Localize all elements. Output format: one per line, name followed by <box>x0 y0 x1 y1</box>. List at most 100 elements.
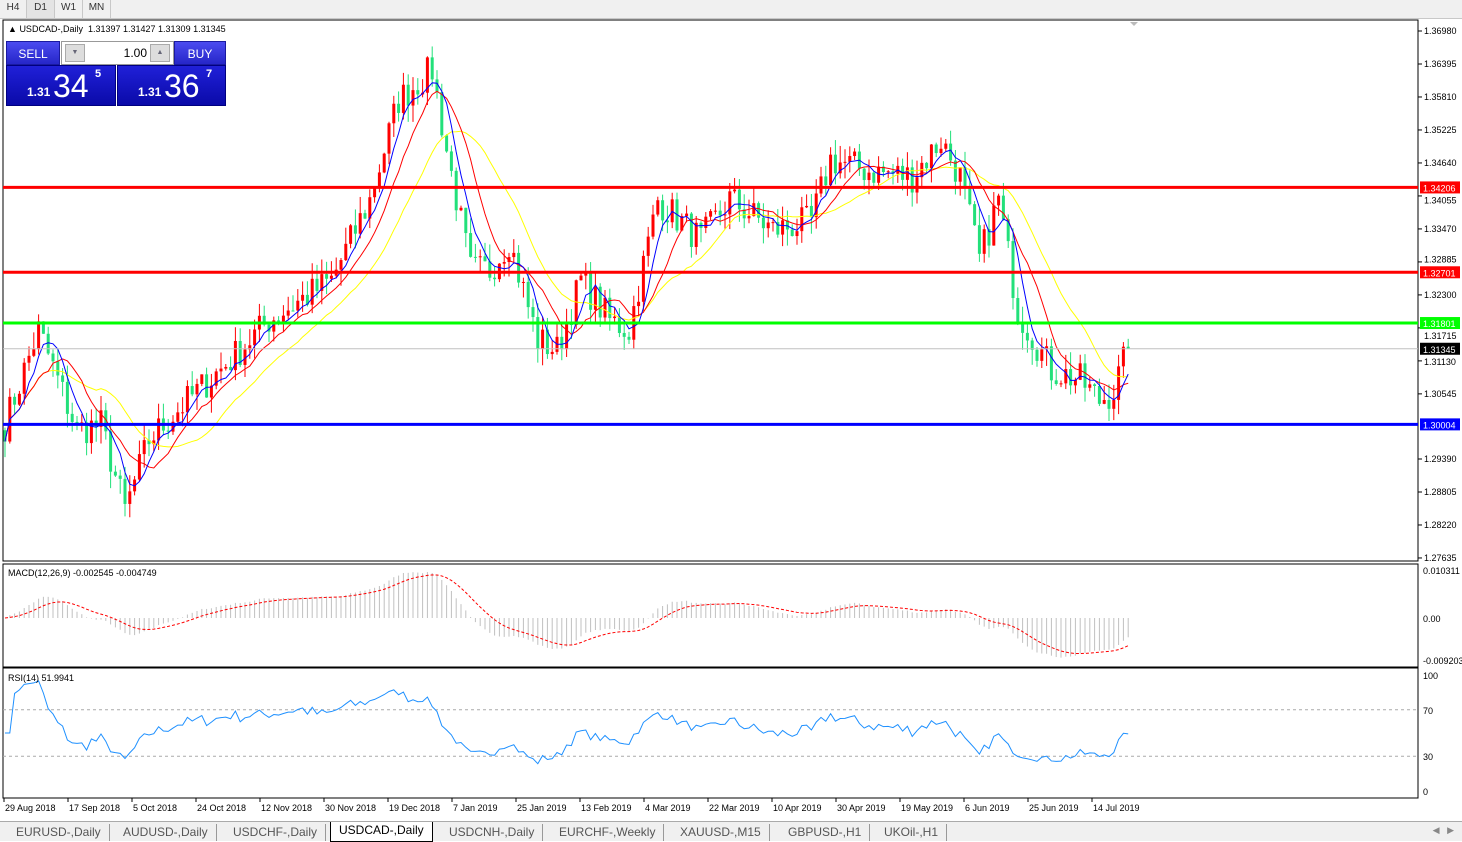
candle-body <box>867 172 871 181</box>
candle-body <box>262 315 266 325</box>
chart-window[interactable]: 1.36980 1.36395 1.35810 1.35225 1.34640 1.340… <box>0 19 1462 821</box>
candle-body <box>1006 219 1010 242</box>
lot-value[interactable]: 1.00 <box>123 46 147 60</box>
candle-body <box>627 336 631 340</box>
collapse-triangle-icon[interactable]: ▲ <box>8 24 17 34</box>
tab-usdcad[interactable]: USDCAD-,Daily <box>330 822 433 842</box>
ohlc-values: 1.31397 1.31427 1.31309 1.31345 <box>87 24 226 34</box>
level-price-tag <box>1420 418 1460 431</box>
candle-body <box>454 170 458 211</box>
candle-body <box>766 222 770 229</box>
candle-body <box>728 191 732 215</box>
tab-gbpusd[interactable]: GBPUSD-,H1 <box>780 824 871 841</box>
candle-body <box>603 297 607 318</box>
price-axis-label: 1.34055 <box>1424 195 1457 205</box>
candle-body <box>531 307 535 318</box>
ma-fast-line <box>4 82 1129 487</box>
price-axis-label: 1.32885 <box>1424 254 1457 264</box>
candle-body <box>195 383 199 395</box>
candle-body <box>608 297 612 319</box>
timeframe-w1[interactable]: W1 <box>55 0 83 18</box>
tab-xauusd[interactable]: XAUUSD-,M15 <box>672 824 770 841</box>
candle-body <box>1035 349 1039 361</box>
price-axis-label: 1.31130 <box>1424 357 1456 367</box>
chart-canvas[interactable]: 1.36980 1.36395 1.35810 1.35225 1.34640 1.340… <box>0 19 1462 821</box>
candle-body <box>473 256 477 258</box>
candle-body <box>85 422 89 444</box>
date-axis-label: 12 Nov 2018 <box>261 803 312 813</box>
candle-body <box>219 368 223 372</box>
buy-price[interactable]: 1.31 36 7 <box>117 65 226 106</box>
candle-body <box>1073 379 1077 386</box>
tab-usdchf[interactable]: USDCHF-,Daily <box>225 824 326 841</box>
candle-body <box>363 213 367 219</box>
sell-button[interactable]: SELL <box>6 41 60 65</box>
candle-body <box>824 176 828 186</box>
candle-body <box>99 410 103 427</box>
candle-body <box>493 277 497 280</box>
candle-body <box>65 381 69 414</box>
candle-body <box>574 280 578 326</box>
price-axis-label: 1.32300 <box>1424 290 1457 300</box>
candle-body <box>661 200 665 221</box>
candle-body <box>929 144 933 169</box>
candle-body <box>742 209 746 219</box>
candle-body <box>464 207 468 234</box>
candle-body <box>622 332 626 337</box>
macd-title: MACD(12,26,9) -0.002545 -0.004749 <box>8 568 157 578</box>
candle-body <box>425 57 429 93</box>
tab-ukoil[interactable]: UKOil-,H1 <box>876 824 948 841</box>
buy-button[interactable]: BUY <box>174 41 226 65</box>
candle-body <box>373 188 377 198</box>
candle-body <box>502 262 506 264</box>
buy-price-prefix: 1.31 <box>138 85 162 99</box>
candle-body <box>401 84 405 113</box>
lot-size-input[interactable]: ▼ 1.00 ▲ <box>61 41 174 65</box>
candle-body <box>1102 399 1106 404</box>
candle-body <box>973 204 977 226</box>
one-click-trading-panel: SELL ▼ 1.00 ▲ BUY 1.31 34 5 1.31 36 7 <box>6 41 226 106</box>
candle-body <box>459 207 463 211</box>
candle-body <box>22 362 26 394</box>
current-price-label: 1.31345 <box>1423 345 1456 355</box>
candle-body <box>877 166 881 183</box>
date-axis-label: 6 Jun 2019 <box>965 803 1010 813</box>
lot-increase-icon[interactable]: ▲ <box>150 44 170 62</box>
level-price-label: 1.34206 <box>1423 183 1456 193</box>
candle-body <box>185 386 189 413</box>
candle-body <box>617 316 621 333</box>
candle-body <box>281 315 285 322</box>
candle-body <box>171 421 175 432</box>
date-axis-label: 4 Mar 2019 <box>645 803 691 813</box>
current-price-tag <box>1420 342 1460 355</box>
candle-body <box>829 154 833 186</box>
candle-body <box>483 256 487 262</box>
timeframe-mn[interactable]: MN <box>83 0 111 18</box>
price-axis-label: 1.31715 <box>1424 331 1457 341</box>
tab-usdcnh[interactable]: USDCNH-,Daily <box>441 824 544 841</box>
candle-body <box>944 143 948 149</box>
candle-body <box>205 374 209 398</box>
timeframe-h4[interactable]: H4 <box>0 0 27 18</box>
level-price-tag <box>1420 266 1460 279</box>
sell-price[interactable]: 1.31 34 5 <box>6 65 116 106</box>
price-axis-label: 1.33470 <box>1424 224 1457 234</box>
candle-body <box>891 171 895 174</box>
candle-body <box>1126 346 1130 349</box>
sell-price-prefix: 1.31 <box>27 85 51 99</box>
candle-body <box>814 193 818 218</box>
timeframe-d1[interactable]: D1 <box>27 0 55 18</box>
price-axis-label: 1.36980 <box>1424 26 1457 36</box>
tab-audusd[interactable]: AUDUSD-,Daily <box>115 824 217 841</box>
tab-scroll-arrows[interactable]: ◀ ▶ <box>1432 825 1454 835</box>
candle-body <box>848 156 852 162</box>
tab-eurchf[interactable]: EURCHF-,Weekly <box>551 824 665 841</box>
lot-decrease-icon[interactable]: ▼ <box>65 44 85 62</box>
price-axis-label: 1.36395 <box>1424 59 1457 69</box>
price-axis-label: 1.35810 <box>1424 92 1457 102</box>
candle-body <box>536 317 540 349</box>
tab-eurusd[interactable]: EURUSD-,Daily <box>8 824 110 841</box>
candle-body <box>785 220 789 230</box>
candle-body <box>541 329 545 349</box>
candle-body <box>517 252 521 283</box>
